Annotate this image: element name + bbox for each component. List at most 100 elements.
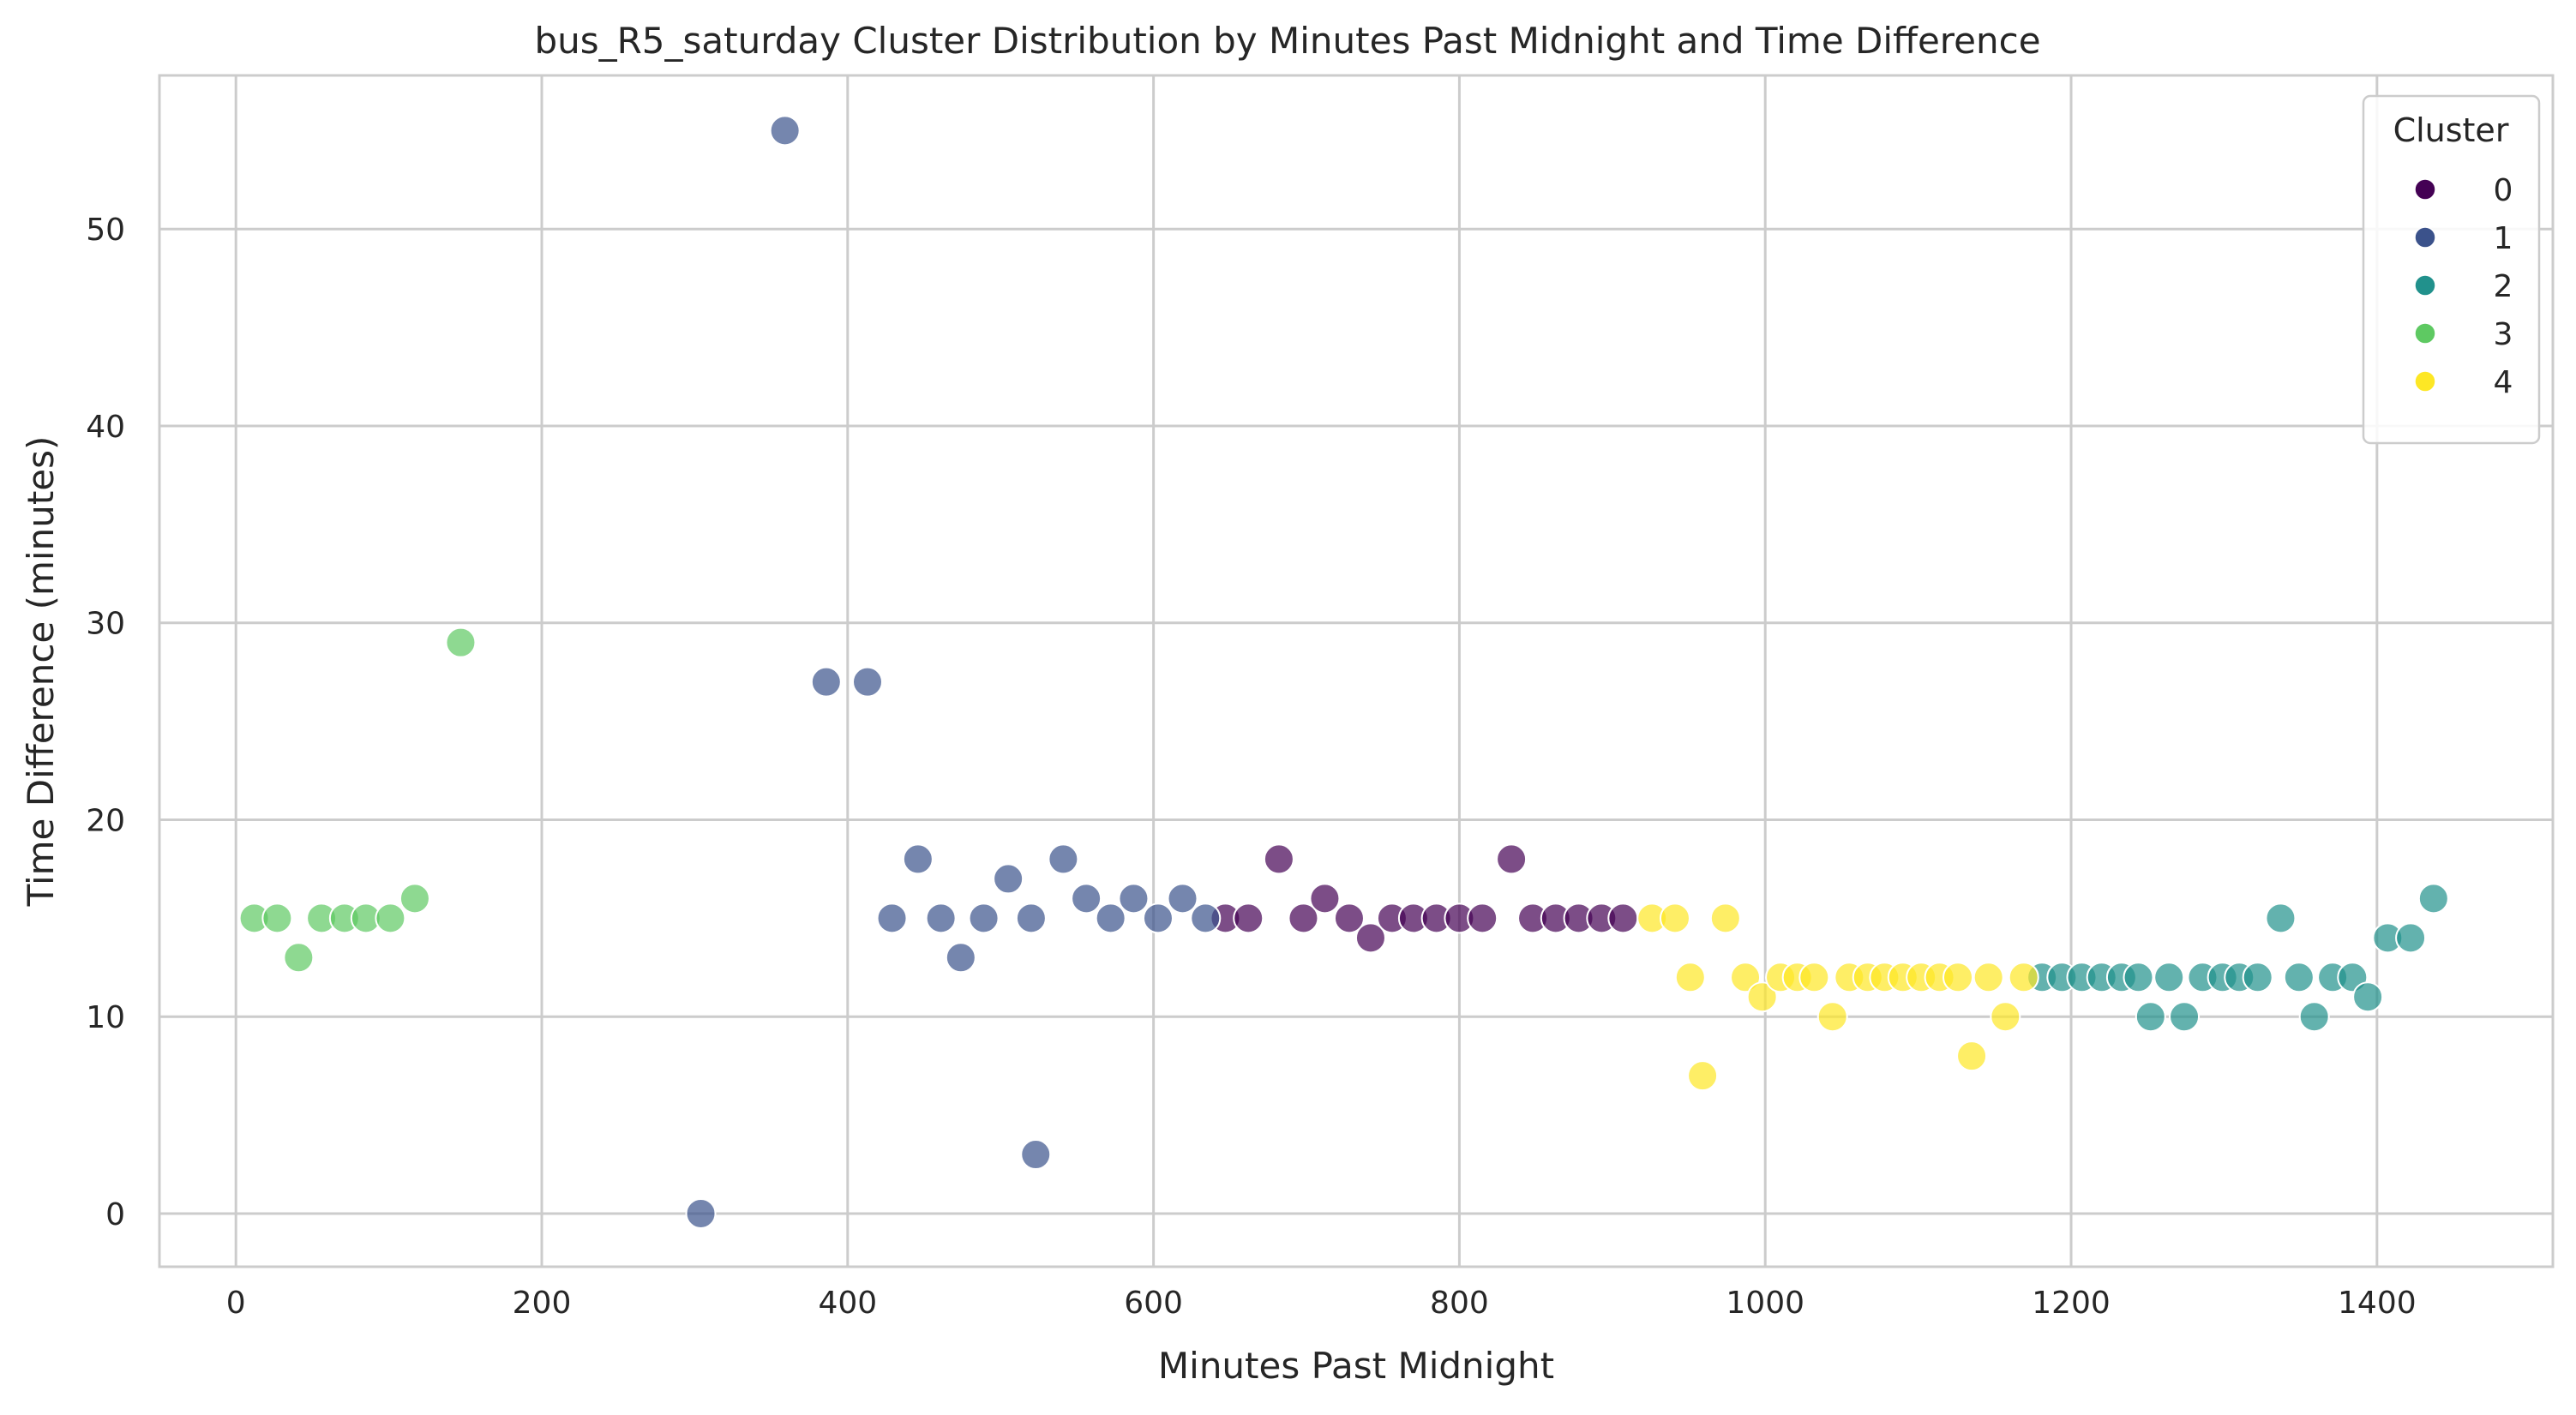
x-tick-label: 1200 — [2032, 1286, 2111, 1321]
data-point — [445, 627, 477, 658]
data-point — [2395, 922, 2427, 954]
data-point — [1973, 962, 2004, 993]
data-point — [375, 902, 406, 934]
data-point — [925, 902, 957, 934]
data-point — [2352, 981, 2384, 1013]
legend-title: Cluster — [2393, 111, 2509, 149]
legend-item-cluster-1: 1 — [2414, 221, 2513, 256]
y-tick-label: 20 — [86, 803, 125, 838]
data-point — [2283, 962, 2315, 993]
y-tick-labels: 0 10 20 30 40 50 — [86, 213, 125, 1232]
data-point — [852, 666, 884, 698]
data-point — [1943, 962, 1974, 993]
data-point — [2242, 962, 2273, 993]
data-point — [1354, 922, 1386, 954]
legend-marker — [2414, 274, 2436, 297]
data-point — [1020, 1139, 1052, 1171]
data-point — [1956, 1040, 1988, 1072]
data-points — [238, 115, 2449, 1229]
data-point — [1746, 981, 1778, 1013]
y-tick-label: 30 — [86, 607, 125, 642]
legend-marker — [2414, 370, 2436, 393]
data-point — [2265, 902, 2297, 934]
legend-label: 1 — [2494, 221, 2513, 256]
legend-item-cluster-2: 2 — [2414, 269, 2513, 304]
data-point — [945, 942, 976, 974]
series-cluster-1 — [685, 115, 1222, 1229]
y-axis-label: Time Difference (minutes) — [20, 436, 62, 908]
x-tick-label: 1000 — [1726, 1286, 1804, 1321]
data-point — [1333, 902, 1365, 934]
y-tick-label: 40 — [86, 410, 125, 445]
legend-marker — [2414, 322, 2436, 345]
x-tick-labels: 0 200 400 600 800 1000 1200 1400 — [226, 1286, 2417, 1321]
plot-frame — [158, 74, 2555, 1268]
data-point — [2298, 1001, 2330, 1033]
data-point — [993, 863, 1024, 895]
data-point — [1095, 902, 1126, 934]
data-point — [1990, 1001, 2021, 1033]
legend-item-cluster-3: 3 — [2414, 317, 2513, 352]
data-point — [1659, 902, 1690, 934]
data-point — [1263, 843, 1294, 875]
y-tick-label: 50 — [86, 213, 125, 248]
legend: Cluster 0 1 2 3 4 — [2362, 94, 2541, 445]
data-point — [1816, 1001, 1848, 1033]
legend-label: 0 — [2494, 173, 2513, 208]
x-tick-label: 0 — [226, 1286, 246, 1321]
data-point — [902, 843, 934, 875]
data-point — [1607, 902, 1639, 934]
series-cluster-0 — [1210, 843, 1639, 954]
series-cluster-3 — [238, 627, 477, 974]
data-point — [2153, 962, 2185, 993]
legend-label: 2 — [2494, 269, 2513, 304]
data-point — [2417, 883, 2449, 914]
legend-marker — [2414, 178, 2436, 201]
legend-marker — [2414, 226, 2436, 249]
data-point — [1674, 962, 1706, 993]
grid-lines — [159, 75, 2553, 1267]
data-point — [968, 902, 1000, 934]
x-axis-label: Minutes Past Midnight — [1158, 1345, 1554, 1387]
data-point — [1190, 902, 1222, 934]
y-tick-label: 10 — [86, 1000, 125, 1035]
data-point — [1798, 962, 1830, 993]
legend-label: 4 — [2494, 365, 2513, 400]
data-point — [1309, 883, 1341, 914]
data-point — [1288, 902, 1319, 934]
data-point — [769, 115, 801, 147]
legend-item-cluster-0: 0 — [2414, 173, 2513, 208]
data-point — [1048, 843, 1079, 875]
data-point — [2135, 1001, 2166, 1033]
data-point — [810, 666, 842, 698]
data-point — [1118, 883, 1150, 914]
data-point — [1167, 883, 1198, 914]
data-point — [1142, 902, 1174, 934]
data-point — [1730, 962, 1762, 993]
data-point — [261, 902, 293, 934]
legend-item-cluster-4: 4 — [2414, 365, 2513, 400]
x-tick-label: 200 — [513, 1286, 572, 1321]
legend-items: 0 1 2 3 4 — [2414, 173, 2513, 400]
x-tick-label: 400 — [818, 1286, 877, 1321]
y-tick-label: 0 — [105, 1197, 125, 1232]
legend-label: 3 — [2494, 317, 2513, 352]
data-point — [399, 883, 430, 914]
data-point — [876, 902, 908, 934]
data-point — [1709, 902, 1741, 934]
data-point — [1687, 1060, 1719, 1092]
data-point — [283, 942, 315, 974]
x-tick-label: 600 — [1124, 1286, 1183, 1321]
x-tick-label: 1400 — [2338, 1286, 2417, 1321]
chart-title: bus_R5_saturday Cluster Distribution by … — [534, 20, 2040, 62]
series-cluster-4 — [1636, 902, 2039, 1092]
legend-frame — [2362, 94, 2541, 445]
data-point — [1015, 902, 1047, 934]
series-cluster-2 — [2027, 883, 2449, 1033]
data-point — [2169, 1001, 2201, 1033]
data-point — [2008, 962, 2039, 993]
data-point — [685, 1197, 717, 1229]
data-point — [1496, 843, 1528, 875]
data-point — [1233, 902, 1264, 934]
